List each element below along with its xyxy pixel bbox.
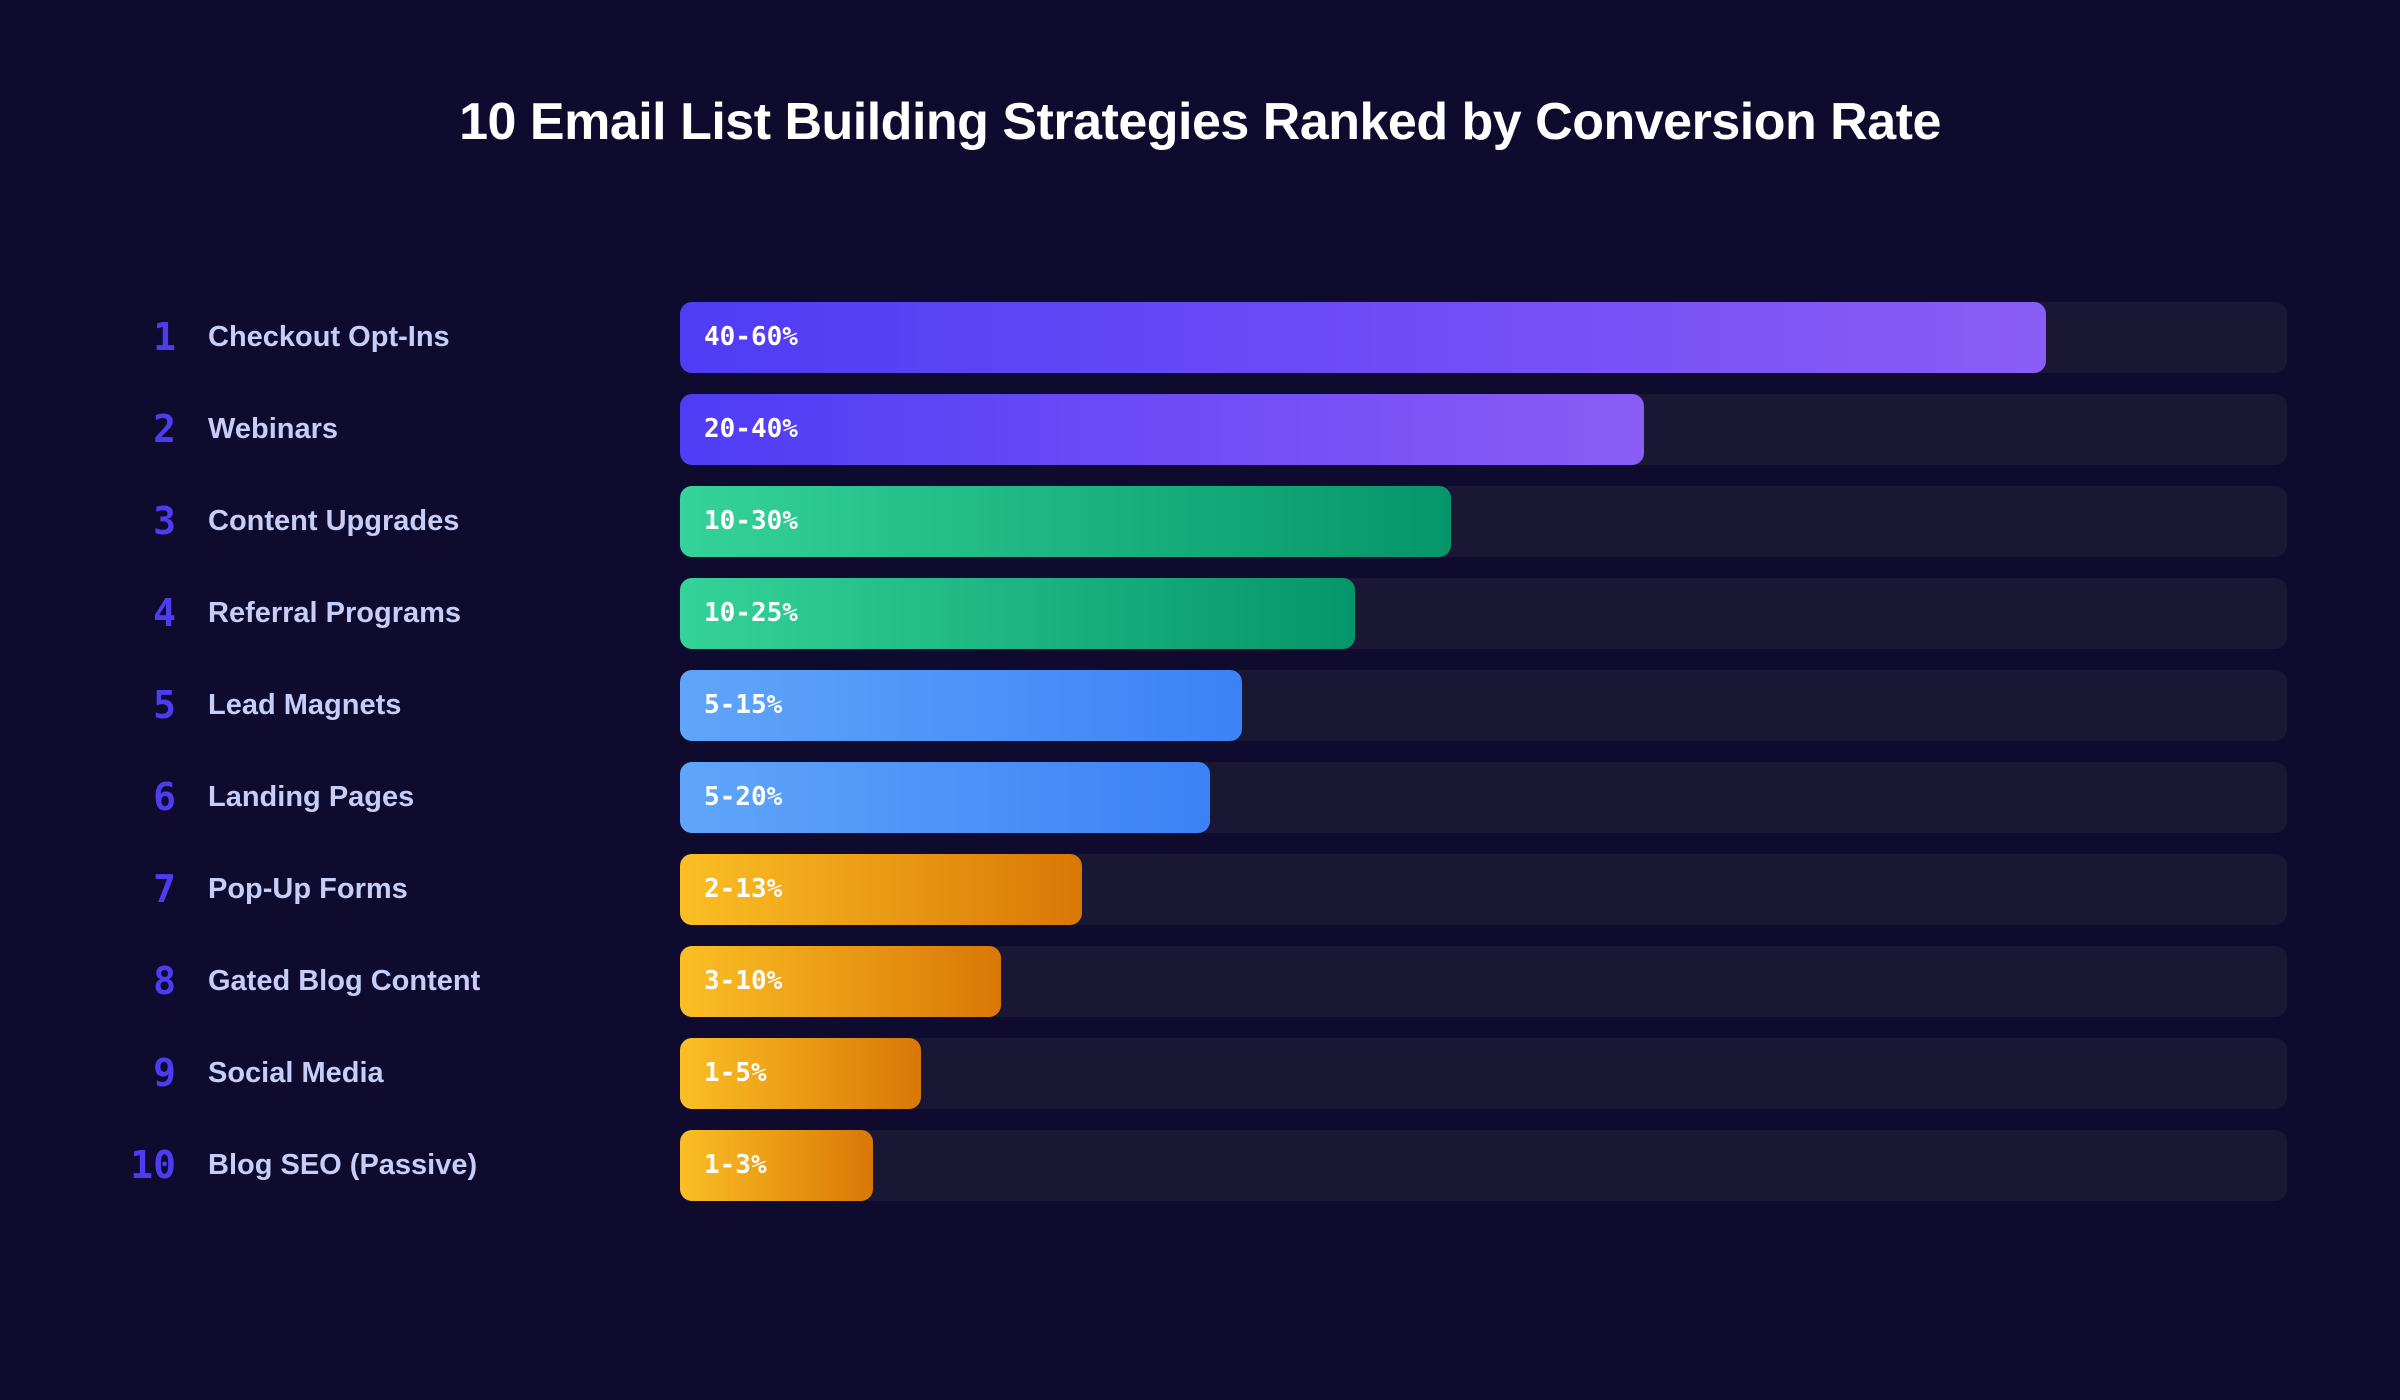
bar-track: 2-13% [680, 854, 2287, 925]
bar-row: 8 Gated Blog Content 3-10% [0, 946, 2400, 1017]
bar-row: 9 Social Media 1-5% [0, 1038, 2400, 1109]
bar-track: 10-25% [680, 578, 2287, 649]
bar-track: 10-30% [680, 486, 2287, 557]
bar: 20-40% [680, 394, 1645, 465]
rank-number: 9 [153, 1051, 176, 1095]
rank-number: 2 [153, 407, 176, 451]
data-label: 5-20% [704, 782, 783, 812]
bar-track: 40-60% [680, 302, 2287, 373]
category-label: Checkout Opt-Ins [208, 321, 450, 353]
rank-number: 4 [153, 591, 176, 635]
data-label: 10-30% [704, 506, 798, 536]
bar-track: 5-20% [680, 762, 2287, 833]
category-label: Content Upgrades [208, 505, 460, 537]
bar-track: 1-3% [680, 1130, 2287, 1201]
bar-row: 10 Blog SEO (Passive) 1-3% [0, 1130, 2400, 1201]
category-label: Lead Magnets [208, 689, 402, 721]
category-label: Landing Pages [208, 781, 415, 813]
category-label: Referral Programs [208, 597, 462, 629]
bar-track: 3-10% [680, 946, 2287, 1017]
bar: 10-30% [680, 486, 1452, 557]
data-label: 1-3% [704, 1150, 767, 1180]
bar: 3-10% [680, 946, 1002, 1017]
bar: 5-20% [680, 762, 1211, 833]
chart-title: 10 Email List Building Strategies Ranked… [459, 93, 1941, 151]
data-label: 1-5% [704, 1058, 767, 1088]
rank-number: 7 [153, 867, 176, 911]
bar-row: 2 Webinars 20-40% [0, 394, 2400, 465]
category-label: Gated Blog Content [208, 965, 481, 997]
bar-track: 1-5% [680, 1038, 2287, 1109]
data-label: 40-60% [704, 322, 798, 352]
bar: 5-15% [680, 670, 1243, 741]
bar: 2-13% [680, 854, 1082, 925]
rank-number: 10 [130, 1143, 176, 1187]
bar-track: 5-15% [680, 670, 2287, 741]
bar-row: 1 Checkout Opt-Ins 40-60% [0, 302, 2400, 373]
data-label: 2-13% [704, 874, 783, 904]
data-label: 3-10% [704, 966, 783, 996]
category-label: Webinars [208, 413, 339, 445]
bar: 40-60% [680, 302, 2046, 373]
bar-row: 4 Referral Programs 10-25% [0, 578, 2400, 649]
rank-number: 1 [153, 315, 176, 359]
bar: 1-3% [680, 1130, 873, 1201]
category-label: Blog SEO (Passive) [208, 1149, 478, 1181]
bar-row: 6 Landing Pages 5-20% [0, 762, 2400, 833]
bar-row: 7 Pop-Up Forms 2-13% [0, 854, 2400, 925]
category-label: Social Media [208, 1057, 384, 1089]
bar: 10-25% [680, 578, 1355, 649]
rank-number: 6 [153, 775, 176, 819]
data-label: 10-25% [704, 598, 798, 628]
rank-number: 8 [153, 959, 176, 1003]
category-label: Pop-Up Forms [208, 873, 408, 905]
bar-track: 20-40% [680, 394, 2287, 465]
bar-row: 5 Lead Magnets 5-15% [0, 670, 2400, 741]
data-label: 5-15% [704, 690, 783, 720]
rank-number: 5 [153, 683, 176, 727]
data-label: 20-40% [704, 414, 798, 444]
bar: 1-5% [680, 1038, 922, 1109]
rank-number: 3 [153, 499, 176, 543]
bar-row: 3 Content Upgrades 10-30% [0, 486, 2400, 557]
